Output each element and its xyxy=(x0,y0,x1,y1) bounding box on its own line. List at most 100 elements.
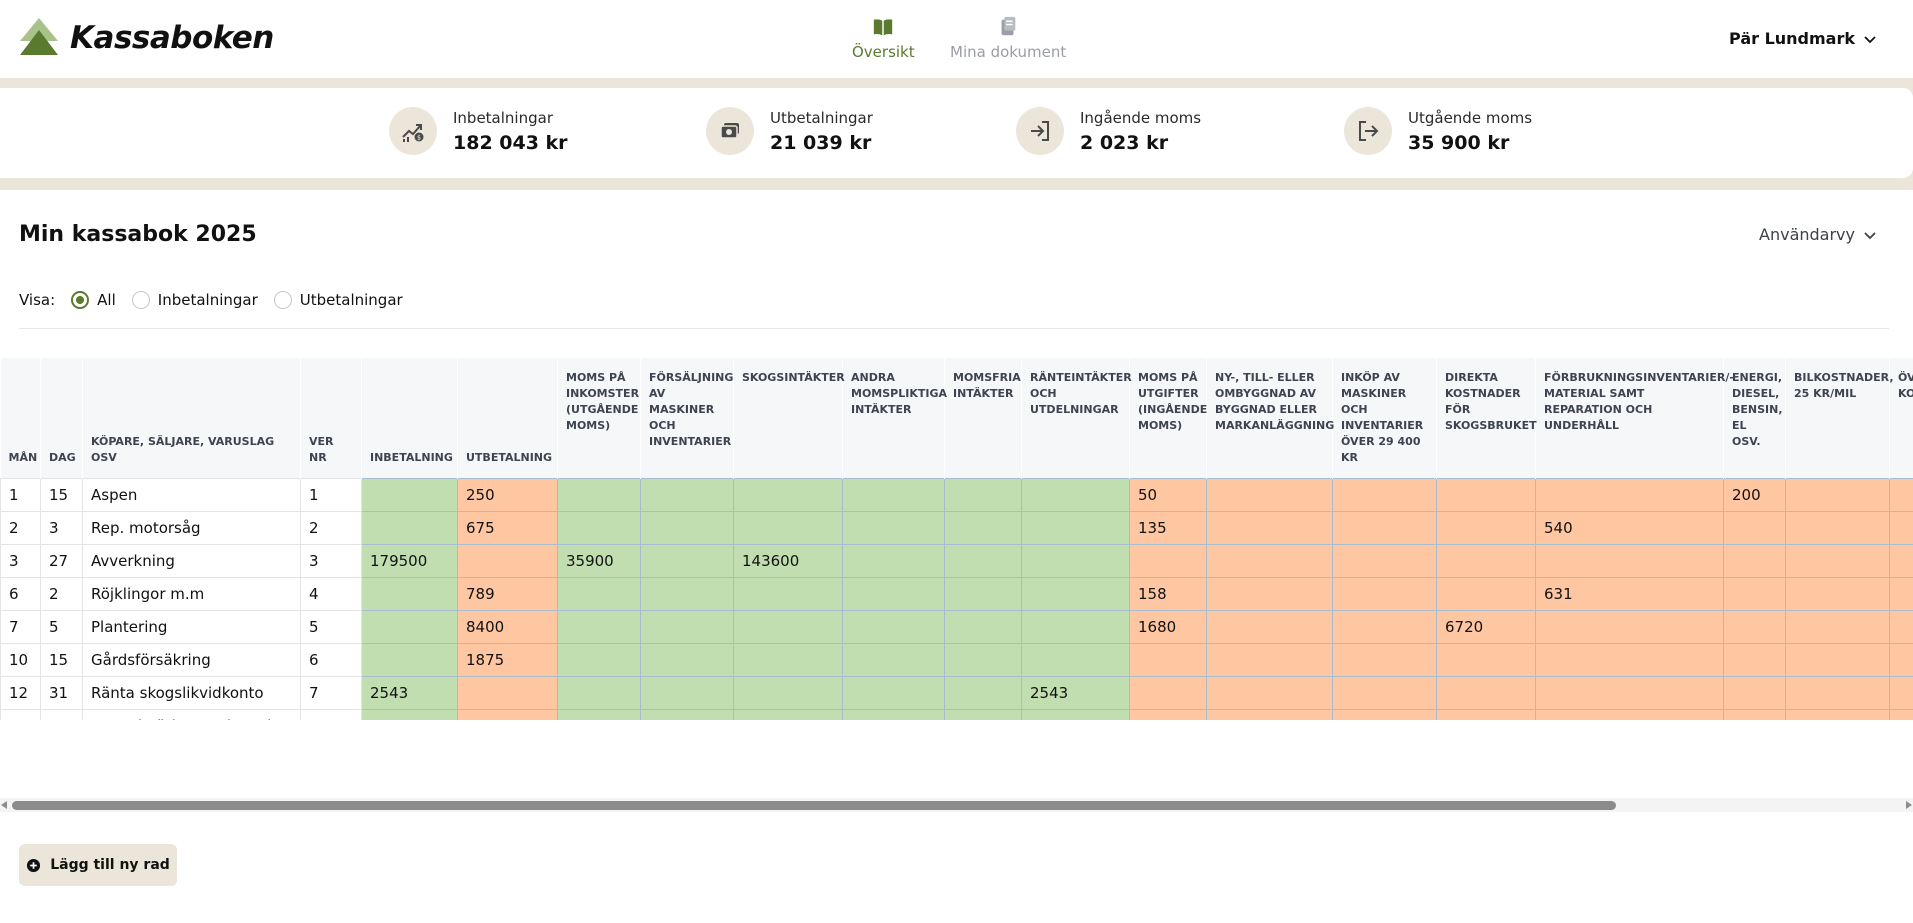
table-cell[interactable] xyxy=(1723,610,1786,644)
table-cell[interactable] xyxy=(1332,709,1437,720)
table-cell[interactable]: 8400 xyxy=(457,610,558,644)
table-cell[interactable] xyxy=(1723,643,1786,677)
table-cell[interactable] xyxy=(1332,478,1437,512)
table-row[interactable]: 10 15 Gårdsförsäkring 6 1875 xyxy=(0,643,1913,677)
table-cell[interactable]: 1 xyxy=(300,478,362,512)
table-cell[interactable] xyxy=(557,610,641,644)
view-menu[interactable]: Användarvy xyxy=(1759,225,1877,244)
table-cell[interactable] xyxy=(361,610,458,644)
table-cell[interactable] xyxy=(361,709,458,720)
table-cell[interactable] xyxy=(1535,544,1724,578)
table-cell[interactable] xyxy=(1785,544,1890,578)
table-cell[interactable]: 2 xyxy=(300,511,362,545)
table-cell[interactable]: Resor i näringsverksamheten xyxy=(82,709,301,720)
table-cell[interactable] xyxy=(1129,709,1207,720)
table-cell[interactable] xyxy=(1723,676,1786,710)
table-cell[interactable] xyxy=(640,676,734,710)
app-logo[interactable]: Kassaboken xyxy=(18,17,274,59)
table-cell[interactable] xyxy=(1889,643,1913,677)
table-cell[interactable]: 4 xyxy=(300,577,362,611)
table-cell[interactable]: 540 xyxy=(1535,511,1724,545)
table-cell[interactable] xyxy=(1889,544,1913,578)
table-row[interactable]: 3 27 Avverkning 3 179500 35900 143600 xyxy=(0,544,1913,578)
table-cell[interactable]: 2500 xyxy=(1785,709,1890,720)
table-cell[interactable]: Aspen xyxy=(82,478,301,512)
table-cell[interactable]: 15 xyxy=(40,478,83,512)
table-cell[interactable] xyxy=(1785,478,1890,512)
table-cell[interactable]: 27 xyxy=(40,544,83,578)
radio-checked-icon[interactable] xyxy=(71,291,90,309)
table-cell[interactable] xyxy=(361,643,458,677)
scroll-right-arrow-icon[interactable] xyxy=(1906,801,1912,809)
table-cell[interactable] xyxy=(1332,610,1437,644)
table-cell[interactable] xyxy=(733,478,843,512)
table-cell[interactable]: 2500 xyxy=(457,709,558,720)
table-cell[interactable] xyxy=(1889,511,1913,545)
table-cell[interactable]: 1680 xyxy=(1129,610,1207,644)
table-cell[interactable]: 7 xyxy=(0,610,41,644)
table-cell[interactable]: 158 xyxy=(1129,577,1207,611)
table-cell[interactable] xyxy=(557,577,641,611)
table-cell[interactable]: Rep. motorsåg xyxy=(82,511,301,545)
table-cell[interactable] xyxy=(557,511,641,545)
table-cell[interactable]: Röjklingor m.m xyxy=(82,577,301,611)
nav-documents[interactable]: Mina dokument xyxy=(950,16,1066,61)
filter-all[interactable]: All xyxy=(71,291,116,309)
table-cell[interactable] xyxy=(1206,643,1333,677)
table-cell[interactable]: 1875 xyxy=(457,643,558,677)
table-cell[interactable] xyxy=(842,610,945,644)
table-cell[interactable] xyxy=(640,511,734,545)
scroll-left-arrow-icon[interactable] xyxy=(1,801,7,809)
table-cell[interactable] xyxy=(1021,610,1130,644)
table-cell[interactable]: 6 xyxy=(0,577,41,611)
table-cell[interactable] xyxy=(944,643,1022,677)
table-cell[interactable] xyxy=(1206,511,1333,545)
table-cell[interactable] xyxy=(1129,676,1207,710)
table-cell[interactable] xyxy=(1723,577,1786,611)
table-cell[interactable] xyxy=(944,478,1022,512)
table-cell[interactable] xyxy=(1021,577,1130,611)
table-cell[interactable] xyxy=(1332,577,1437,611)
table-cell[interactable] xyxy=(457,544,558,578)
table-cell[interactable] xyxy=(1436,643,1536,677)
table-cell[interactable] xyxy=(944,676,1022,710)
table-cell[interactable]: 179500 xyxy=(361,544,458,578)
table-cell[interactable]: 631 xyxy=(1535,577,1724,611)
table-cell[interactable]: 15 xyxy=(40,643,83,677)
table-cell[interactable]: 31 xyxy=(40,709,83,720)
table-cell[interactable] xyxy=(640,709,734,720)
table-cell[interactable] xyxy=(1785,676,1890,710)
table-cell[interactable]: 675 xyxy=(457,511,558,545)
table-row[interactable]: 2 3 Rep. motorsåg 2 675 135 540 xyxy=(0,511,1913,545)
table-cell[interactable] xyxy=(1535,676,1724,710)
table-cell[interactable]: 8 xyxy=(300,709,362,720)
table-cell[interactable] xyxy=(1021,544,1130,578)
table-cell[interactable] xyxy=(1332,676,1437,710)
table-cell[interactable] xyxy=(1723,544,1786,578)
table-cell[interactable] xyxy=(733,511,843,545)
table-cell[interactable] xyxy=(1021,511,1130,545)
table-cell[interactable]: 5 xyxy=(300,610,362,644)
table-cell[interactable] xyxy=(1206,676,1333,710)
table-cell[interactable] xyxy=(1535,643,1724,677)
table-cell[interactable] xyxy=(944,544,1022,578)
table-cell[interactable] xyxy=(1206,478,1333,512)
add-row-button[interactable]: Lägg till ny rad xyxy=(19,844,177,886)
user-menu[interactable]: Pär Lundmark xyxy=(1729,29,1877,48)
table-cell[interactable] xyxy=(1785,577,1890,611)
table-cell[interactable] xyxy=(842,511,945,545)
table-cell[interactable] xyxy=(557,676,641,710)
table-cell[interactable]: Avverkning xyxy=(82,544,301,578)
table-cell[interactable] xyxy=(1206,610,1333,644)
table-cell[interactable] xyxy=(361,511,458,545)
table-cell[interactable] xyxy=(1889,478,1913,512)
radio-icon[interactable] xyxy=(273,291,292,309)
table-cell[interactable]: 3 xyxy=(40,511,83,545)
table-cell[interactable] xyxy=(1535,610,1724,644)
table-cell[interactable]: 250 xyxy=(457,478,558,512)
table-cell[interactable]: 2543 xyxy=(1021,676,1130,710)
table-cell[interactable]: 10 xyxy=(0,643,41,677)
table-cell[interactable] xyxy=(733,610,843,644)
table-cell[interactable] xyxy=(1785,511,1890,545)
table-cell[interactable] xyxy=(944,709,1022,720)
